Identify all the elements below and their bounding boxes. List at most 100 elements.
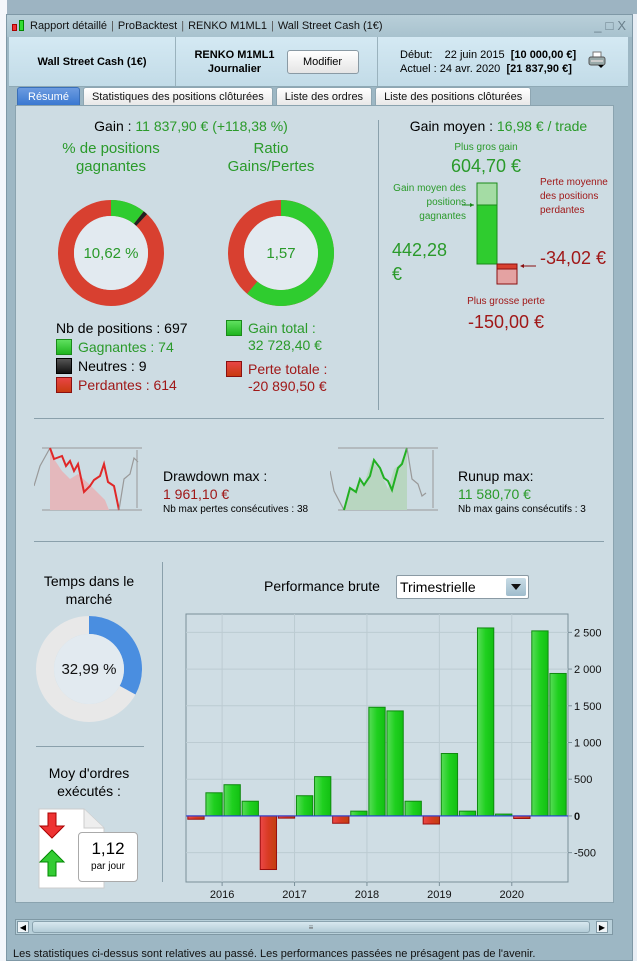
down-arrow-icon bbox=[38, 812, 66, 839]
chevron-down-icon[interactable] bbox=[506, 578, 526, 596]
orders-value: 1,12 bbox=[91, 839, 125, 858]
winners-swatch bbox=[56, 338, 72, 355]
runup-label: Runup max: bbox=[458, 468, 534, 484]
win-pct-donut: 10,62 % bbox=[58, 200, 164, 306]
title-part-strategy: RENKO M1ML1 bbox=[188, 20, 267, 32]
gain-summary: Gain : 11 837,90 € (+118,38 %) bbox=[16, 118, 366, 134]
biggest-loss-label: Plus grosse perte bbox=[467, 296, 545, 307]
disclaimer: Les statistiques ci-dessus sont relative… bbox=[13, 948, 536, 960]
runup-consecutive: Nb max gains consécutifs : 3 bbox=[458, 504, 586, 515]
y-tick-label: -500 bbox=[574, 848, 596, 860]
biggest-gain-value: 604,70 € bbox=[450, 156, 522, 176]
scroll-right-icon[interactable]: ▶ bbox=[596, 921, 608, 933]
bar-2017-t1 bbox=[295, 795, 314, 817]
average-bars bbox=[462, 182, 536, 285]
scroll-left-icon[interactable]: ◀ bbox=[17, 921, 29, 933]
bar-2017-t3 bbox=[332, 815, 350, 824]
market-time-donut: 32,99 % bbox=[36, 616, 142, 722]
bar-2019-t3 bbox=[476, 627, 495, 817]
donut-center bbox=[54, 634, 124, 704]
x-tick-label: 2020 bbox=[500, 889, 524, 901]
title-part-report: Rapport détaillé bbox=[30, 20, 108, 32]
orders-title: Moy d'ordres exécutés : bbox=[48, 765, 130, 799]
bar-2019-t2 bbox=[458, 810, 477, 817]
gain-loss-legend: Gain total : 32 728,40 € Perte totale : … bbox=[226, 318, 327, 394]
tab-closed-positions-stats[interactable]: Statistiques des positions clôturées bbox=[82, 87, 273, 105]
avg-win-arrowhead bbox=[470, 203, 474, 207]
modify-button[interactable]: Modifier bbox=[286, 49, 359, 74]
market-time-title: Temps dans le marché bbox=[43, 573, 135, 607]
minimize-icon[interactable]: _ bbox=[594, 18, 602, 33]
total-gain-value: 32 728,40 € bbox=[248, 337, 322, 353]
y-tick-label: 1 000 bbox=[574, 737, 602, 749]
bar-2017-t2 bbox=[314, 776, 332, 817]
biggest-gain-label: Plus gros gain bbox=[454, 142, 518, 153]
title-bar[interactable]: Rapport détaillé | ProBacktest | RENKO M… bbox=[7, 15, 632, 37]
close-icon[interactable]: X bbox=[617, 18, 626, 33]
winners-count: Gagnantes : 74 bbox=[78, 338, 174, 355]
drawdown-sparkline bbox=[34, 447, 142, 511]
bar-2018-t1 bbox=[368, 706, 386, 817]
avg-win-value: 442,28 € bbox=[392, 240, 448, 284]
current-label: Actuel : bbox=[400, 62, 437, 75]
orders-badge: 1,12 par jour bbox=[78, 832, 138, 882]
section-divider bbox=[34, 418, 604, 419]
neutrals-count: Neutres : 9 bbox=[78, 357, 147, 374]
title-part-module: ProBacktest bbox=[117, 20, 178, 32]
average-gain-value: 16,98 € / trade bbox=[496, 118, 588, 134]
scroll-thumb[interactable]: ≡ bbox=[32, 921, 590, 933]
average-gain: Gain moyen : 16,98 € / trade bbox=[386, 118, 611, 134]
period-select[interactable]: Trimestrielle bbox=[396, 575, 529, 599]
avg-win-label: Gain moyen des positions gagnantes bbox=[393, 183, 466, 222]
win-pct-value: 10,62 % bbox=[83, 245, 138, 262]
bar-2018-t4 bbox=[422, 815, 440, 825]
period-select-value: Trimestrielle bbox=[400, 579, 476, 595]
tab-closed-positions-list[interactable]: Liste des positions clôturées bbox=[375, 87, 532, 105]
bar-2020-t3 bbox=[549, 672, 567, 817]
summary-panel: Gain : 11 837,90 € (+118,38 %) % de posi… bbox=[15, 105, 614, 903]
x-tick-label: 2018 bbox=[355, 889, 379, 901]
up-arrow-icon bbox=[38, 849, 66, 877]
orders-unit: par jour bbox=[91, 861, 125, 872]
title-separator: | bbox=[270, 20, 274, 32]
drawdown-consecutive: Nb max pertes consécutives : 38 bbox=[163, 504, 309, 515]
avg-loss-value: -34,02 € bbox=[540, 248, 607, 268]
total-loss-label: Perte totale : bbox=[248, 360, 328, 377]
losers-swatch bbox=[56, 376, 72, 393]
start-capital: [10 000,00 €] bbox=[510, 48, 577, 61]
positions-legend: Nb de positions : 697 Gagnantes : 74 Neu… bbox=[56, 318, 188, 394]
horizontal-scrollbar[interactable]: ◀ ≡ ▶ bbox=[15, 919, 613, 935]
date-range-cell: Début: 22 juin 2015 [10 000,00 €] Actuel… bbox=[378, 37, 628, 86]
title-separator: | bbox=[111, 20, 114, 32]
drawdown-label: Drawdown max : bbox=[163, 468, 268, 484]
y-tick-label: 2 000 bbox=[574, 664, 602, 676]
maximize-icon[interactable]: □ bbox=[605, 18, 614, 33]
donut-market-arc bbox=[88, 616, 142, 695]
neutrals-swatch bbox=[56, 357, 72, 374]
bar-2018-t2 bbox=[386, 710, 404, 817]
drawdown-value: 1 961,10 € bbox=[163, 486, 230, 502]
desktop-background bbox=[0, 0, 637, 14]
section-divider bbox=[36, 746, 144, 747]
avg-loss-bar bbox=[496, 263, 518, 270]
runup-value: 11 580,70 € bbox=[458, 486, 531, 502]
current-date: 24 avr. 2020 bbox=[439, 62, 501, 75]
win-pct-title: % de positions gagnantes bbox=[62, 140, 160, 175]
market-time-value: 32,99 % bbox=[61, 661, 116, 678]
bar-2019-t1 bbox=[440, 753, 459, 817]
y-tick-label: 0 bbox=[574, 811, 580, 823]
average-gain-label: Gain moyen : bbox=[409, 118, 494, 134]
total-gain-swatch bbox=[226, 319, 242, 336]
donut-gain-arc bbox=[247, 200, 334, 306]
biggest-gain-bar bbox=[476, 182, 498, 206]
tab-orders-list[interactable]: Liste des ordres bbox=[275, 87, 373, 105]
tab-summary[interactable]: Résumé bbox=[17, 87, 80, 105]
avg-loss-arrowhead bbox=[520, 264, 524, 268]
section-divider bbox=[378, 120, 379, 410]
bar-2015-t4 bbox=[205, 792, 223, 817]
y-tick-label: 2 500 bbox=[574, 627, 602, 639]
ratio-title: Ratio Gains/Pertes bbox=[227, 140, 315, 175]
performance-chart: 2 500 2 000 1 500 1 000 500 0 -500 2016 2017 2018… bbox=[185, 613, 602, 901]
candlestick-logo-icon bbox=[11, 19, 27, 33]
printer-icon[interactable] bbox=[588, 51, 606, 69]
